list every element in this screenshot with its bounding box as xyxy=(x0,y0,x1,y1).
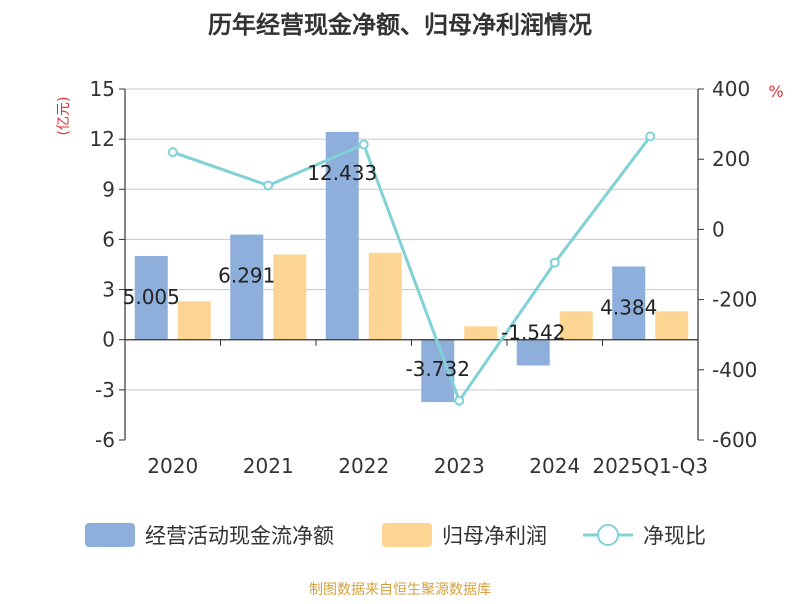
source-footer: 制图数据来自恒生聚源数据库 xyxy=(309,582,491,598)
right-axis-label: % xyxy=(768,82,783,101)
legend-label-cashflow: 经营活动现金流净额 xyxy=(145,524,334,548)
right-tick-label: 400 xyxy=(712,77,750,101)
legend-label-netprofit: 归母净利润 xyxy=(442,524,547,548)
right-tick-label: -600 xyxy=(712,428,757,452)
category-label: 2025Q1-Q3 xyxy=(592,454,708,478)
legend-swatch-cashflow xyxy=(85,523,135,547)
legend: 经营活动现金流净额 归母净利润 净现比 xyxy=(85,523,706,548)
bar xyxy=(134,256,168,340)
bar xyxy=(273,254,307,340)
bar xyxy=(464,326,498,340)
line-series xyxy=(167,131,656,406)
bar-data-label: 12.433 xyxy=(307,161,377,185)
line-point xyxy=(263,180,274,191)
bar-data-label: -1.542 xyxy=(501,320,565,344)
line-point xyxy=(167,147,178,158)
bar-series xyxy=(134,131,689,403)
bar xyxy=(177,301,211,340)
left-tick-label: 12 xyxy=(90,127,115,151)
bar xyxy=(559,311,593,340)
bar xyxy=(325,131,359,340)
category-label: 2024 xyxy=(529,454,580,478)
legend-label-ratio: 净现比 xyxy=(643,524,706,548)
line-point xyxy=(358,139,369,150)
bar-data-label: 4.384 xyxy=(600,295,657,319)
chart-title: 历年经营现金净额、归母净利润情况 xyxy=(208,11,592,39)
bar-data-label: 5.005 xyxy=(123,285,180,309)
category-label: 2020 xyxy=(147,454,198,478)
bar xyxy=(655,311,689,340)
category-label: 2022 xyxy=(338,454,389,478)
bar-data-label: 6.291 xyxy=(218,264,275,288)
bar xyxy=(230,234,264,340)
bar xyxy=(516,339,550,366)
right-tick-label: -200 xyxy=(712,288,757,312)
left-tick-label: 3 xyxy=(102,278,115,302)
right-tick-label: 200 xyxy=(712,147,750,171)
category-label: 2021 xyxy=(243,454,294,478)
left-tick-label: 6 xyxy=(102,227,115,251)
bar xyxy=(612,266,646,340)
left-tick-label: 15 xyxy=(90,77,115,101)
axes: 15 12 9 6 3 0 -3 -6 400 200 0 -200 -400 -600 2020 2021 2… xyxy=(90,77,758,478)
right-tick-label: -400 xyxy=(712,358,757,382)
line-point xyxy=(454,395,465,406)
right-tick-label: 0 xyxy=(712,217,725,241)
left-tick-label: 9 xyxy=(102,177,115,201)
line-point xyxy=(549,257,560,268)
line-point xyxy=(645,131,656,142)
legend-marker-ratio xyxy=(597,524,619,546)
bar xyxy=(368,252,402,340)
left-axis-label: (亿元) xyxy=(56,97,72,136)
left-tick-label: -3 xyxy=(95,378,115,402)
legend-swatch-netprofit xyxy=(382,523,432,547)
category-label: 2023 xyxy=(434,454,485,478)
bar-data-label: -3.732 xyxy=(406,357,470,381)
left-tick-label: -6 xyxy=(95,428,115,452)
line-series-path xyxy=(172,135,652,404)
data-labels: 5.005 6.291 12.433 -3.732 -1.542 4.384 xyxy=(123,161,658,381)
left-tick-label: 0 xyxy=(102,328,115,352)
